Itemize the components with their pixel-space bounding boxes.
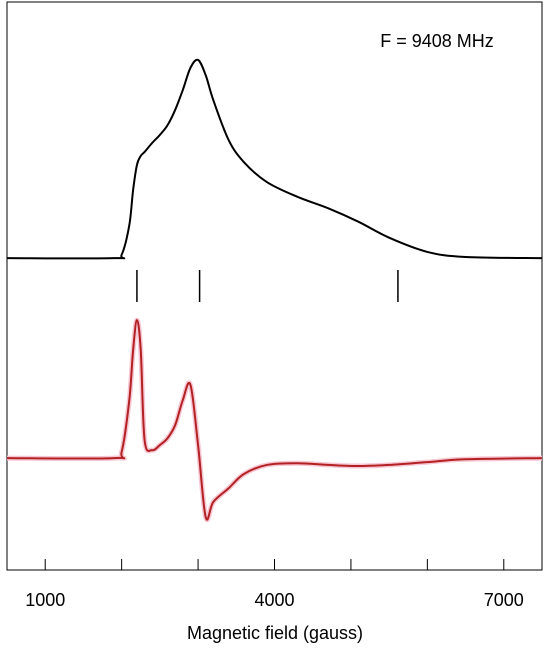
annotation: F = 9408 MHz <box>380 31 494 51</box>
line <box>6 58 543 260</box>
x-tick-label: 7000 <box>484 590 524 610</box>
x-axis-label: Magnetic field (gauss) <box>187 623 363 643</box>
x-tick-label: 4000 <box>254 590 294 610</box>
plot-frame <box>6 1 543 571</box>
line <box>6 319 543 521</box>
x-tick-label: 1000 <box>25 590 65 610</box>
line-glow <box>6 317 543 522</box>
